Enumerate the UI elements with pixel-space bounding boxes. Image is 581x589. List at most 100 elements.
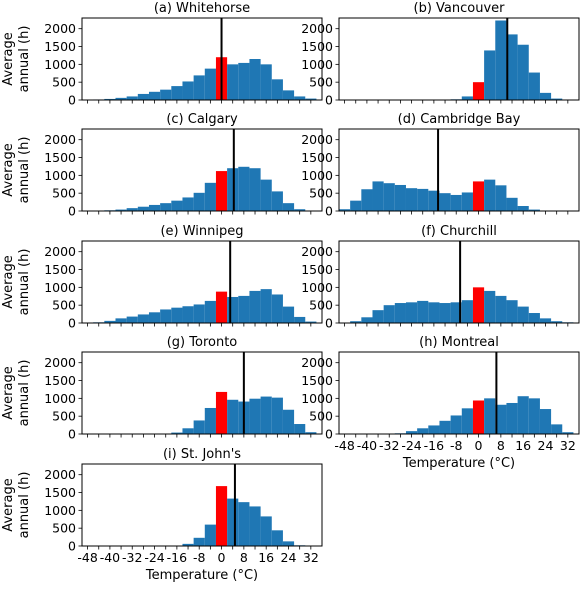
histogram-bar	[517, 44, 529, 100]
histogram-bar	[428, 425, 440, 434]
histogram-bar	[305, 432, 317, 434]
x-tick-label: -8	[450, 438, 463, 453]
y-tick-label: 0	[68, 427, 76, 442]
panel-frame	[338, 128, 580, 212]
x-tick-label: 32	[560, 438, 576, 453]
histogram-bar-highlight	[215, 486, 228, 546]
histogram-bar	[450, 194, 462, 211]
y-tick-label: 1500	[44, 485, 76, 500]
x-axis-label: Temperature (°C)	[145, 568, 258, 583]
histogram-bar	[428, 190, 440, 211]
histogram-bar	[249, 59, 261, 100]
histogram-bar	[562, 432, 574, 434]
panel-title: (g) Toronto	[167, 335, 238, 350]
histogram-bar	[361, 317, 373, 323]
histogram-bar	[484, 290, 496, 323]
histogram-bar	[238, 166, 250, 211]
panel-frame	[338, 351, 580, 435]
x-tick-label: 0	[218, 550, 226, 565]
y-tick-label: 2000	[44, 355, 76, 370]
y-tick-label: 1500	[301, 373, 333, 388]
histogram-bar	[461, 300, 473, 323]
histogram-bar	[171, 200, 183, 211]
histogram-bar	[126, 208, 138, 211]
y-tick-label: 500	[309, 186, 333, 201]
chart-panel: (e) Winnipeg 0 500 1000 1500 2000 Average annua…	[1, 224, 323, 331]
histogram-bar	[227, 296, 239, 323]
panel-title: (d) Cambridge Bay	[398, 112, 521, 127]
y-tick-label: 500	[52, 75, 76, 90]
chart-panel: (i) St. John's 0 500 1000 1500 2000 Average ann…	[1, 447, 323, 583]
x-tick-label: -16	[167, 550, 187, 565]
histogram-bar	[271, 530, 283, 546]
y-tick-label: 1500	[301, 150, 333, 165]
y-axis-label: Average	[1, 255, 16, 308]
panel-frame	[81, 351, 323, 435]
histogram-bar	[126, 96, 138, 100]
y-axis-label: Average	[1, 366, 16, 419]
histogram-bar	[372, 310, 384, 323]
x-tick-label: -40	[357, 438, 377, 453]
histogram-bar-highlight	[215, 391, 228, 434]
histogram-bar	[439, 420, 451, 434]
histogram-bar	[551, 321, 563, 323]
histogram-bar	[495, 185, 507, 211]
y-tick-label: 0	[325, 204, 333, 219]
y-axis-label: Average	[1, 143, 16, 196]
histogram-bar	[294, 316, 306, 323]
x-tick-label: 16	[515, 438, 531, 453]
y-axis-label: Average	[1, 478, 16, 531]
histogram-bar	[383, 183, 395, 211]
y-tick-label: 0	[325, 93, 333, 108]
histogram-bar	[484, 179, 496, 211]
histogram-bar	[282, 409, 295, 434]
histogram-bar	[137, 314, 149, 323]
histogram-bar	[539, 92, 552, 100]
y-tick-label: 1500	[44, 262, 76, 277]
panel-frame	[81, 240, 323, 324]
y-tick-label: 2000	[301, 244, 333, 259]
histogram-bar	[182, 81, 194, 100]
histogram-bar	[238, 295, 250, 323]
chart-panel: (g) Toronto 0 500 1000 1500 2000 Average annual…	[1, 335, 323, 442]
histogram-bar	[227, 168, 239, 211]
histogram-bar	[405, 302, 418, 323]
histogram-bar	[450, 415, 462, 434]
y-tick-label: 500	[52, 186, 76, 201]
panel-title: (a) Whitehorse	[154, 1, 250, 16]
y-tick-label: 2000	[301, 355, 333, 370]
chart-panel: (h) Montreal 0 500 1000 1500 2000 -48 -40 -32 -24…	[301, 335, 580, 471]
y-tick-label: 1500	[44, 150, 76, 165]
histogram-bar	[260, 396, 272, 434]
histogram-bar	[204, 524, 216, 546]
histogram-bar	[484, 50, 496, 100]
x-tick-label: -32	[379, 438, 399, 453]
histogram-bar	[227, 498, 239, 546]
x-tick-label: -40	[100, 550, 120, 565]
panel-title: (i) St. John's	[163, 447, 241, 462]
histogram-bar	[204, 182, 216, 211]
histogram-bar	[383, 305, 395, 323]
histogram-bar	[305, 321, 317, 323]
histogram-bar	[417, 188, 429, 211]
histogram-bar	[461, 96, 473, 100]
histogram-bar	[417, 300, 429, 323]
panel-title: (e) Winnipeg	[160, 224, 243, 239]
histogram-bar	[294, 209, 306, 211]
y-tick-label: 1500	[301, 39, 333, 54]
y-tick-label: 1000	[44, 503, 76, 518]
histogram-bar	[495, 295, 507, 323]
histogram-bar	[137, 93, 149, 100]
histogram-bar-highlight	[472, 400, 485, 434]
histogram-bar	[394, 184, 406, 211]
y-tick-label: 500	[52, 521, 76, 536]
histogram-bar	[182, 428, 194, 434]
y-tick-label: 1500	[301, 262, 333, 277]
x-tick-label: 24	[281, 550, 297, 565]
histogram-bar	[160, 309, 172, 323]
y-tick-label: 500	[52, 409, 76, 424]
histogram-bar	[148, 312, 161, 323]
histogram-bar	[104, 320, 116, 323]
panel-title: (b) Vancouver	[414, 1, 506, 16]
